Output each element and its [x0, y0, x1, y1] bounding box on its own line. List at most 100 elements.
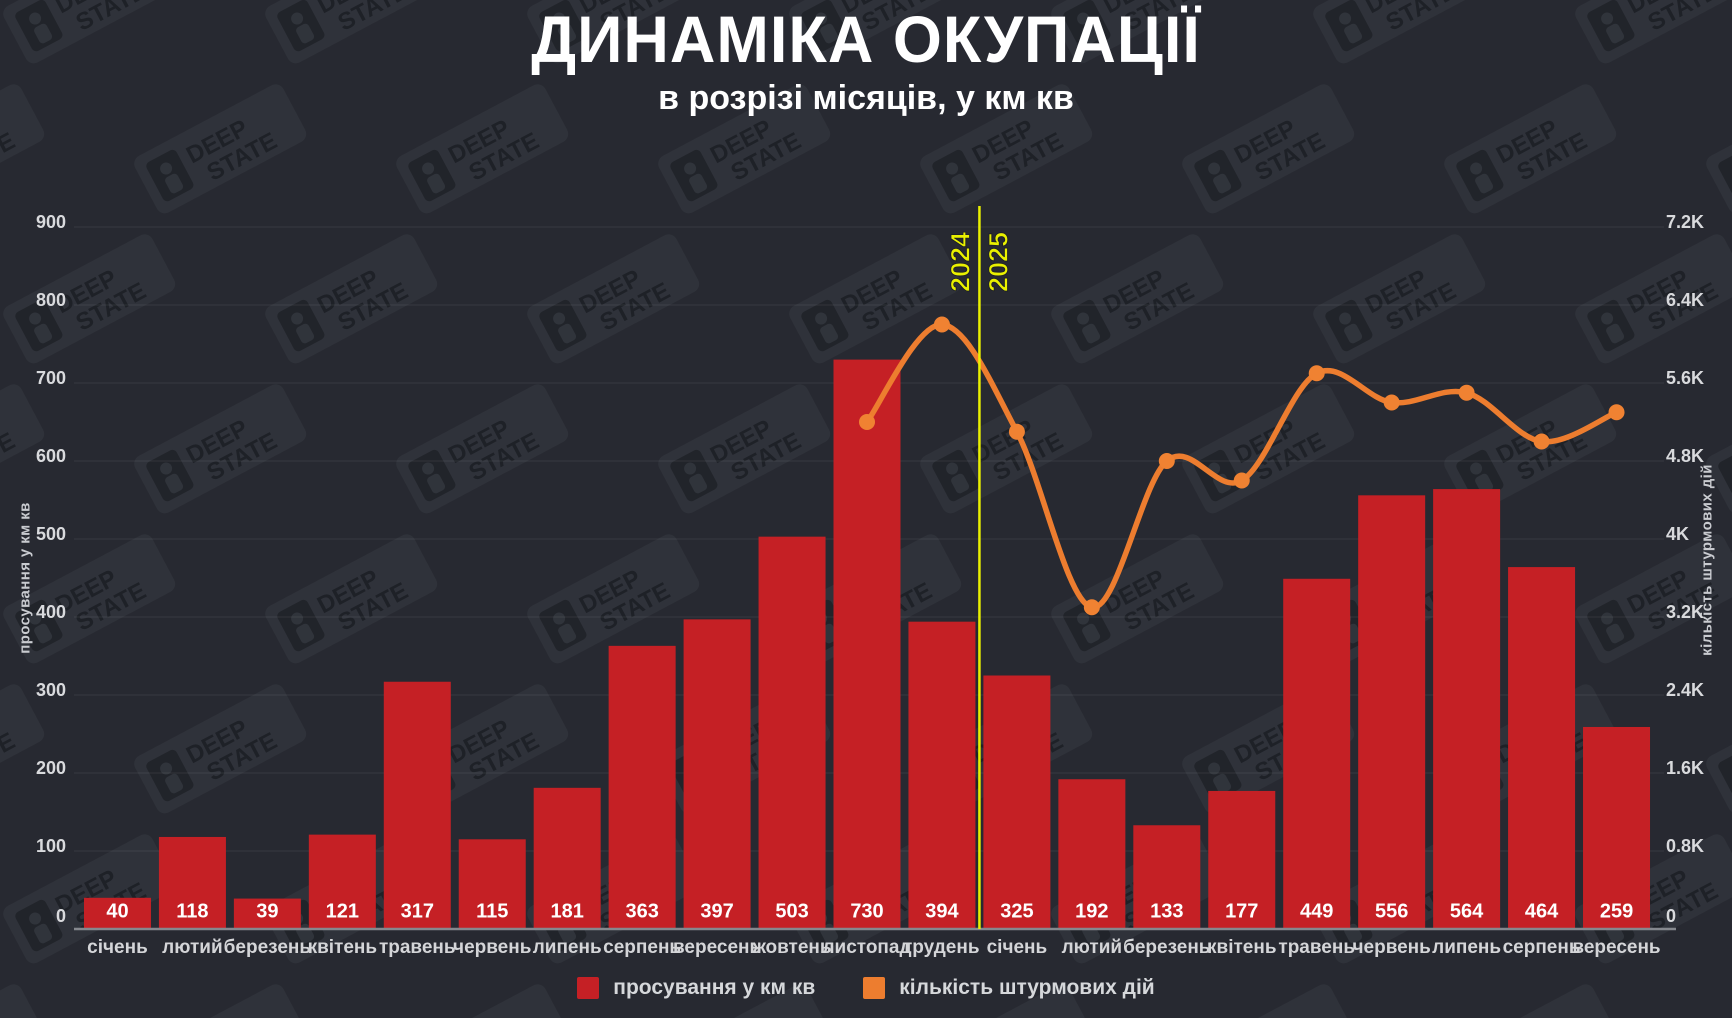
assault-actions-point — [1608, 404, 1625, 421]
bar-value-label: 121 — [326, 900, 359, 922]
bar-червень-115 — [458, 839, 526, 929]
legend-label: кількість штурмових дій — [899, 976, 1155, 999]
left-axis-tick: 500 — [36, 524, 66, 544]
assault-actions-point — [1533, 433, 1550, 450]
chart-subtitle: в розрізі місяців, у км кв — [658, 79, 1074, 118]
right-axis-tick: 5.6K — [1666, 368, 1704, 388]
month-label: серпень — [603, 937, 681, 958]
bar-травень-449 — [1283, 578, 1351, 929]
year-label-2025: 2025 — [984, 232, 1014, 292]
assault-actions-point — [859, 414, 875, 430]
assault-actions-point — [933, 316, 950, 333]
month-label: березень — [1123, 937, 1210, 958]
deepstate-watermark-badge: DEEP STATE — [0, 984, 45, 1018]
bar-жовтень-503 — [758, 536, 826, 929]
deepstate-watermark-badge: DEEP STATE — [396, 384, 569, 514]
bar-value-label: 730 — [850, 900, 883, 922]
legend-swatch-red — [577, 977, 600, 999]
month-label: квітень — [1207, 937, 1277, 958]
deepstate-watermark-badge: DEEP STATE — [1182, 984, 1355, 1018]
bar-value-label: 115 — [476, 900, 508, 922]
bar-value-label: 259 — [1600, 900, 1633, 922]
bar-value-label: 556 — [1375, 900, 1408, 922]
month-label: вересень — [673, 937, 761, 958]
deepstate-watermark-badge: DEEP STATE — [134, 984, 307, 1018]
deepstate-watermark-badge: DEEP STATE — [0, 684, 45, 814]
assault-actions-point — [1383, 394, 1400, 411]
month-label: березень — [224, 937, 311, 958]
bar-value-label: 118 — [176, 900, 208, 922]
right-axis-title: кількість штурмових дій — [1698, 464, 1716, 656]
bar-лютий-118 — [158, 836, 226, 929]
month-label: вересень — [1572, 937, 1660, 958]
deepstate-watermark-badge: DEEP STATE — [1706, 384, 1732, 514]
bar-січень-40 — [83, 897, 151, 929]
deepstate-watermark-badge: DEEP STATE — [265, 0, 438, 64]
bar-червень-556 — [1358, 495, 1426, 929]
bar-value-label: 40 — [106, 900, 128, 922]
deepstate-watermark-badge: DEEP STATE — [3, 234, 176, 364]
bar-квітень-121 — [308, 834, 376, 929]
deepstate-watermark-badge: DEEP STATE — [1444, 384, 1617, 514]
assault-actions-point — [1308, 365, 1325, 382]
left-axis-tick: 900 — [36, 212, 66, 232]
bar-value-label: 325 — [1000, 900, 1033, 922]
bar-квітень-177 — [1208, 790, 1276, 929]
deepstate-watermark-badge: DEEP STATE — [3, 534, 176, 664]
legend-item-assaults: кількість штурмових дій — [863, 976, 1155, 1000]
bar-value-label: 564 — [1450, 900, 1484, 922]
deepstate-watermark-badge: DEEP STATE — [789, 234, 962, 364]
month-label: грудень — [904, 937, 979, 958]
bar-value-label: 39 — [256, 900, 278, 922]
bar-вересень-397 — [683, 619, 751, 929]
month-label: листопад — [822, 937, 911, 958]
deepstate-watermark-badge: DEEP STATE — [920, 84, 1093, 214]
left-axis-tick: 700 — [36, 368, 66, 388]
right-axis-tick: 6.4K — [1666, 290, 1704, 310]
bar-value-label: 363 — [625, 900, 658, 922]
left-axis-title: просування у км кв — [16, 502, 34, 654]
month-label: лютий — [162, 937, 223, 958]
legend-swatch-orange — [863, 977, 886, 999]
deepstate-watermark-badge: DEEP STATE — [1575, 534, 1732, 664]
right-axis-tick: 4.8K — [1666, 446, 1704, 466]
right-axis-tick: 3.2K — [1666, 602, 1704, 622]
deepstate-watermark-badge: DEEP STATE — [265, 234, 438, 364]
left-axis-tick: 300 — [36, 680, 66, 700]
chart-title: ДИНАМІКА ОКУПАЦІЇ — [531, 3, 1201, 77]
assault-actions-point — [1158, 453, 1175, 469]
bar-value-label: 317 — [401, 900, 434, 922]
deepstate-watermark-badge: DEEP STATE — [658, 84, 831, 214]
assault-actions-point — [1008, 423, 1025, 440]
deepstate-watermark-badge: DEEP STATE — [134, 384, 307, 514]
deepstate-watermark-badge: DEEP STATE — [1575, 234, 1732, 364]
right-axis-tick: 2.4K — [1666, 680, 1704, 700]
legend-item-advance: просування у км кв — [577, 976, 815, 1000]
bar-січень-325 — [983, 675, 1051, 929]
month-label: серпень — [1503, 937, 1581, 958]
deepstate-watermark-badge: DEEP STATE — [920, 384, 1093, 514]
month-label: липень — [533, 937, 602, 958]
deepstate-watermark-badge: DEEP STATE — [265, 534, 438, 664]
right-axis-tick: 4K — [1666, 524, 1689, 544]
left-axis-tick: 200 — [36, 758, 66, 778]
chart-header: ДИНАМІКА ОКУПАЦІЇ в розрізі місяців, у к… — [0, 3, 1732, 118]
left-axis-tick: 600 — [36, 446, 66, 466]
right-axis-tick: 0.8K — [1666, 836, 1704, 856]
deepstate-watermark-badge: DEEP STATE — [658, 384, 831, 514]
deepstate-watermark-badge: DEEP STATE — [1313, 234, 1486, 364]
month-label: квітень — [308, 937, 378, 958]
bar-value-label: 192 — [1075, 900, 1108, 922]
bar-травень-317 — [383, 681, 451, 929]
left-axis-tick: 0 — [56, 906, 66, 926]
bar-лютий-192 — [1058, 779, 1126, 929]
assault-actions-point — [1233, 472, 1250, 489]
bar-грудень-394 — [908, 621, 976, 929]
deepstate-watermark-badge: DEEP STATE — [920, 984, 1093, 1018]
deepstate-watermark-badge: DEEP STATE — [527, 234, 700, 364]
assault-actions-point — [1458, 384, 1475, 401]
month-label: червень — [1352, 937, 1430, 958]
bar-липень-181 — [533, 787, 601, 929]
month-label: травень — [379, 937, 456, 958]
